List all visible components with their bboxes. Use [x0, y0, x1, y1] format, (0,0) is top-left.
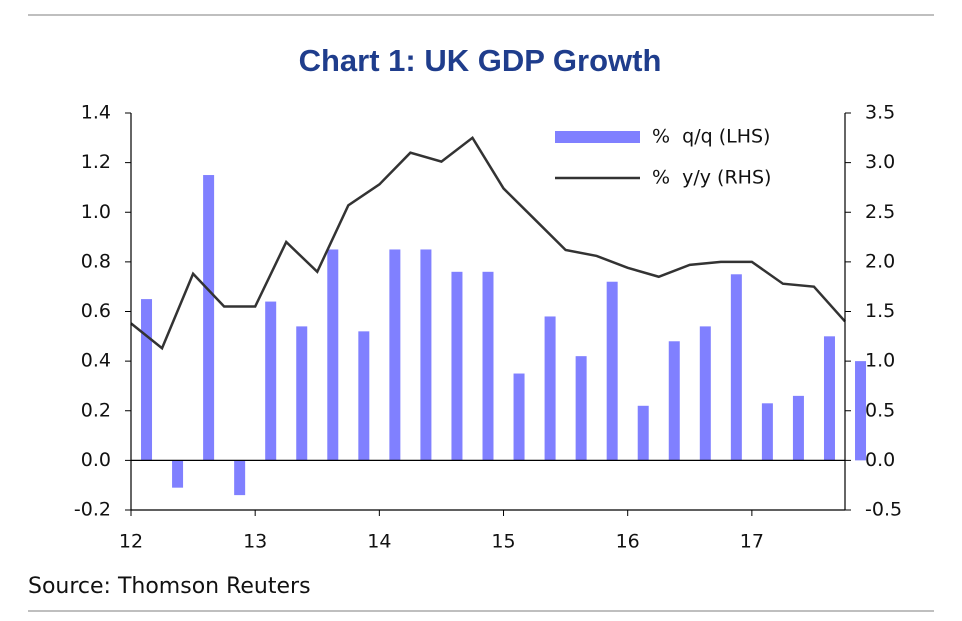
y2-tick-label: -0.5: [865, 499, 902, 521]
y-tick-label: 0.2: [81, 399, 111, 421]
bar: [172, 460, 184, 488]
y-tick-label: -0.2: [74, 499, 111, 521]
bar: [389, 249, 401, 461]
y-tick-label: 0.6: [81, 300, 111, 322]
y-tick-label: 1.2: [81, 151, 111, 173]
bar: [668, 341, 680, 461]
x-tick-label: 13: [243, 531, 267, 553]
x-tick-label: 17: [740, 531, 764, 553]
bar: [575, 356, 587, 461]
bar: [544, 316, 556, 461]
y-tick-label: 0.0: [81, 449, 111, 471]
y-tick-label: 1.0: [81, 201, 111, 223]
y2-tick-label: 3.5: [865, 102, 895, 124]
legend-swatch: [555, 131, 640, 143]
y-tick-label: 1.4: [81, 102, 111, 124]
bar: [420, 249, 432, 461]
y2-tick-label: 0.0: [865, 449, 895, 471]
source: Source: Thomson Reuters: [28, 574, 311, 599]
y2-tick-label: 3.0: [865, 151, 895, 173]
bar: [699, 326, 711, 461]
bar: [451, 271, 463, 461]
y2-tick-label: 1.0: [865, 350, 895, 372]
bar: [234, 460, 246, 496]
bar: [265, 301, 277, 461]
bar: [761, 403, 773, 461]
legend-label: % q/q (LHS): [652, 126, 770, 148]
legend-label: % y/y (RHS): [652, 167, 771, 189]
y2-tick-label: 1.5: [865, 300, 895, 322]
bar: [296, 326, 308, 461]
bar: [792, 395, 804, 461]
bar: [203, 175, 215, 461]
y2-tick-label: 2.5: [865, 201, 895, 223]
y2-tick-label: 0.5: [865, 399, 895, 421]
x-tick-label: 12: [119, 531, 143, 553]
x-tick-label: 14: [367, 531, 391, 553]
bar: [141, 299, 153, 461]
y-tick-label: 0.8: [81, 250, 111, 272]
bar: [606, 281, 618, 461]
bar: [482, 271, 494, 461]
x-tick-label: 15: [491, 531, 515, 553]
bar: [358, 331, 370, 461]
y-tick-label: 0.4: [81, 350, 111, 372]
bar: [513, 373, 525, 461]
chart-title: Chart 1: UK GDP Growth: [299, 43, 662, 78]
y2-tick-label: 2.0: [865, 250, 895, 272]
bar: [730, 274, 742, 461]
line: [130, 135, 846, 351]
bar: [637, 405, 649, 461]
bar: [855, 361, 867, 461]
x-tick-label: 16: [616, 531, 640, 553]
bar: [327, 249, 339, 461]
bar: [823, 336, 835, 461]
